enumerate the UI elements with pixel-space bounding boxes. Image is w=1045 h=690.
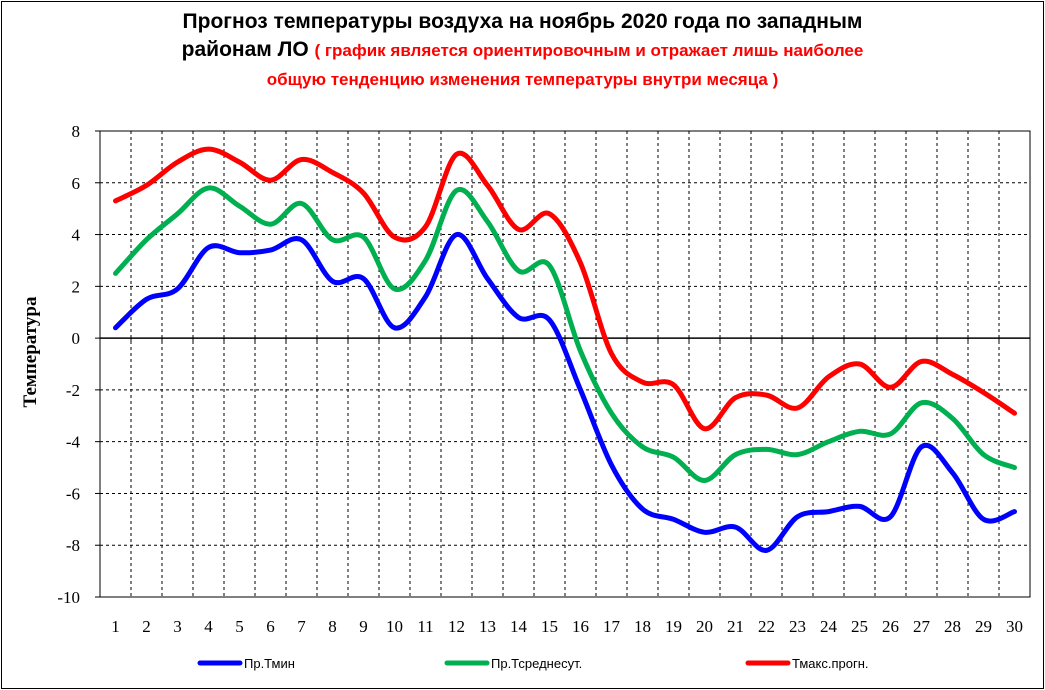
x-tick-label: 17 [603,617,621,636]
legend-item-tmax-label: Тмакс.прогн. [792,656,869,671]
x-tick-label: 28 [944,617,961,636]
x-tick-labels: 1 2 3 4 5 6 7 8 9 10 11 12 13 14 15 16 17 18 19 20 21 22 23 24 2… [111,617,1023,636]
x-tick-label: 9 [359,617,368,636]
y-tick-labels: 8 6 4 2 0 -2 -4 -6 -8 -10 [57,122,80,607]
x-tick-label: 14 [510,617,528,636]
chart-subtitle-line1: ( график является ориентировочным и отра… [314,41,864,60]
x-tick-label: 27 [913,617,931,636]
x-tick-label: 15 [541,617,558,636]
x-tick-label: 12 [448,617,465,636]
y-tick-label: -4 [66,433,81,452]
x-tick-label: 22 [758,617,775,636]
x-tick-label: 16 [572,617,589,636]
x-tick-label: 3 [173,617,182,636]
x-tick-label: 18 [634,617,651,636]
y-axis-title: Температура [20,296,41,407]
series-line-tavg [113,185,1017,483]
plot-border [99,130,1031,598]
chart-subtitle-line2: общую тенденцию изменения температуры вн… [266,70,779,89]
x-tick-label: 24 [820,617,838,636]
x-tick-label: 2 [142,617,151,636]
y-tick-label: -2 [66,381,80,400]
x-tick-label: 25 [851,617,868,636]
y-tick-label: -10 [57,588,80,607]
legend-item-tmin-label: Пр.Тмин [244,656,295,671]
x-tick-label: 10 [386,617,403,636]
series-lines [113,146,1017,553]
x-tick-label: 19 [665,617,682,636]
x-tick-label: 5 [235,617,244,636]
legend: Пр.Тмин Пр.Тсреднесут. Тмакс.прогн. [197,656,869,671]
axes [95,130,1031,598]
y-tick-label: -8 [66,536,80,555]
y-tick-label: 6 [72,174,81,193]
y-tick-label: 0 [72,329,81,348]
chart-title-line1: Прогноз температуры воздуха на ноябрь 20… [182,10,863,33]
series-line-tmax [113,146,1017,432]
plot-area [99,130,1031,598]
legend-item-tavg-label: Пр.Тсреднесут. [491,656,582,671]
x-tick-label: 13 [479,617,496,636]
x-tick-label: 30 [1006,617,1023,636]
chart-title-black-part: районам ЛО [181,38,309,61]
y-tick-label: 4 [72,226,81,245]
x-tick-label: 29 [975,617,992,636]
x-tick-label: 6 [266,617,275,636]
x-tick-label: 11 [417,617,433,636]
y-tick-label: 2 [72,277,81,296]
y-tick-label: -6 [66,484,80,503]
x-tick-label: 20 [696,617,713,636]
x-tick-label: 8 [328,617,337,636]
series-line-tmin [113,232,1017,553]
x-tick-label: 21 [727,617,744,636]
x-tick-label: 1 [111,617,120,636]
x-tick-label: 7 [297,617,306,636]
x-tick-label: 26 [882,617,899,636]
x-tick-label: 23 [789,617,806,636]
x-tick-label: 4 [204,617,213,636]
y-tick-label: 8 [72,122,81,141]
chart-title-line2: районам ЛО ( график является ориентирово… [0,38,1045,62]
